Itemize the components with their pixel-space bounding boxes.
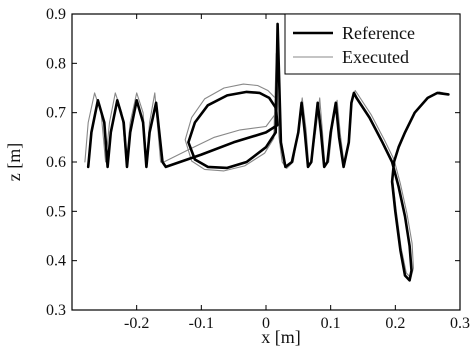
x-tick-label: -0.1 — [189, 315, 214, 332]
y-tick-label: 0.8 — [46, 55, 66, 72]
y-tick-label: 0.9 — [46, 6, 66, 23]
series-layer — [84, 22, 450, 282]
legend-label-reference: Reference — [342, 23, 415, 43]
y-tick-label: 0.4 — [46, 253, 66, 270]
x-tick-label: 0.1 — [321, 315, 341, 332]
legend-label-executed: Executed — [342, 47, 409, 67]
x-tick-label: 0 — [262, 315, 270, 332]
x-tick-label: -0.2 — [124, 315, 149, 332]
y-tick-label: 0.7 — [46, 105, 66, 122]
y-tick-label: 0.5 — [46, 203, 66, 220]
x-axis-label: x [m] — [261, 327, 301, 347]
y-tick-label: 0.3 — [46, 302, 66, 319]
legend: Reference Executed — [284, 13, 461, 75]
y-axis-label: z [m] — [4, 143, 24, 181]
x-tick-label: 0.3 — [450, 315, 470, 332]
legend-box — [284, 13, 461, 75]
y-tick-label: 0.6 — [46, 154, 66, 171]
series-line-reference — [86, 22, 450, 282]
x-tick-label: 0.2 — [385, 315, 405, 332]
